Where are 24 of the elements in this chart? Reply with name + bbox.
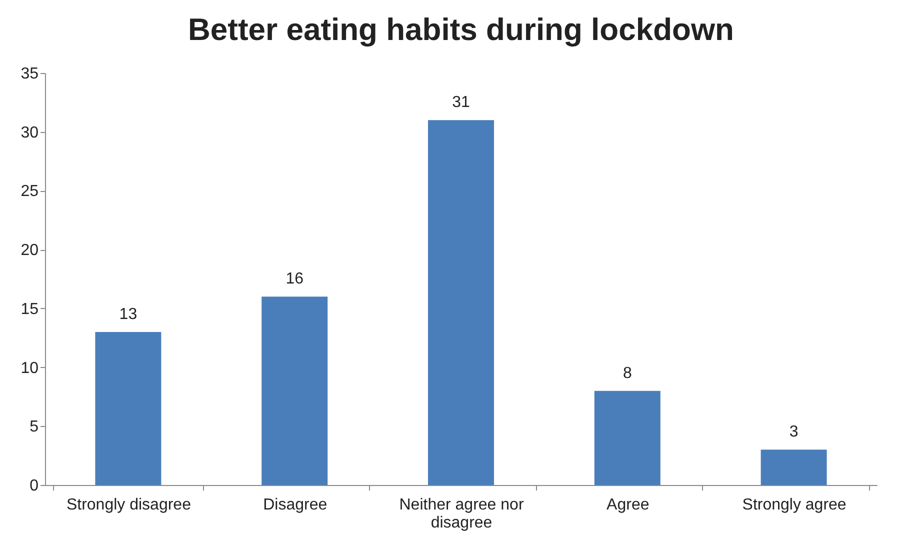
- chart-title: Better eating habits during lockdown: [188, 12, 734, 47]
- data-label: 16: [286, 270, 304, 288]
- y-tick-label: 35: [20, 66, 39, 82]
- y-tick-label: 0: [30, 478, 39, 494]
- y-tick-label: 15: [20, 300, 39, 318]
- x-tick-label: Strongly agree: [742, 496, 846, 514]
- data-label: 8: [622, 364, 632, 382]
- y-tick-label: 30: [20, 124, 39, 142]
- x-tick-label: Strongly disagree: [66, 496, 192, 514]
- bar: [760, 450, 827, 485]
- x-tick-label: Agree: [606, 496, 650, 514]
- y-tick-label: 5: [30, 418, 39, 436]
- x-tick-label: Disagree: [263, 496, 328, 514]
- data-label: 13: [119, 306, 138, 323]
- data-label: 3: [789, 424, 798, 441]
- data-label: 31: [452, 94, 470, 112]
- bar: [594, 390, 660, 485]
- bar: [262, 296, 328, 485]
- x-tick-label: Neither agree nor disagree: [399, 496, 524, 532]
- y-tick-label: 20: [20, 242, 39, 260]
- y-tick-label: 25: [20, 183, 39, 200]
- bar: [95, 332, 162, 485]
- y-tick-label: 10: [20, 360, 39, 377]
- bar: [428, 120, 494, 485]
